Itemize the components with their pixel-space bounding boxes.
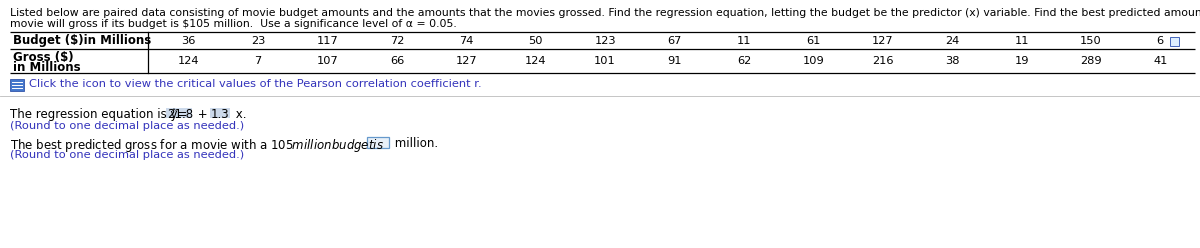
Text: 216: 216	[872, 56, 894, 66]
Text: Listed below are paired data consisting of movie budget amounts and the amounts : Listed below are paired data consisting …	[10, 8, 1200, 18]
Text: 41: 41	[1153, 56, 1168, 66]
Text: 117: 117	[317, 36, 338, 46]
Text: 11: 11	[1014, 36, 1028, 46]
Text: 38: 38	[944, 56, 959, 66]
Text: 11: 11	[737, 36, 751, 46]
Text: 74: 74	[460, 36, 474, 46]
Text: (Round to one decimal place as needed.): (Round to one decimal place as needed.)	[10, 121, 244, 131]
FancyBboxPatch shape	[210, 108, 230, 118]
Text: 72: 72	[390, 36, 404, 46]
Text: Budget ($)in Millions: Budget ($)in Millions	[13, 34, 151, 47]
Text: The regression equation is ŷ=: The regression equation is ŷ=	[10, 108, 191, 121]
Text: 66: 66	[390, 56, 404, 66]
Text: million.: million.	[391, 137, 438, 150]
FancyBboxPatch shape	[166, 108, 192, 118]
Text: 101: 101	[594, 56, 616, 66]
FancyBboxPatch shape	[367, 137, 389, 148]
Text: 36: 36	[181, 36, 196, 46]
Text: movie will gross if its budget is $105 million.  Use a significance level of α =: movie will gross if its budget is $105 m…	[10, 19, 457, 29]
Text: +: +	[194, 108, 211, 121]
Text: 7: 7	[254, 56, 262, 66]
Text: 127: 127	[456, 56, 478, 66]
Text: 150: 150	[1080, 36, 1102, 46]
FancyBboxPatch shape	[10, 79, 24, 91]
Text: 91: 91	[667, 56, 682, 66]
Text: 23: 23	[251, 36, 265, 46]
Text: 123: 123	[594, 36, 616, 46]
Text: 50: 50	[528, 36, 542, 46]
Text: The best predicted gross for a movie with a $105 million budget is $: The best predicted gross for a movie wit…	[10, 137, 384, 154]
Text: 67: 67	[667, 36, 682, 46]
Text: 124: 124	[178, 56, 199, 66]
Text: 61: 61	[806, 36, 821, 46]
Text: 6: 6	[1157, 36, 1164, 46]
Text: 127: 127	[872, 36, 894, 46]
Text: (Round to one decimal place as needed.): (Round to one decimal place as needed.)	[10, 150, 244, 160]
Text: 109: 109	[803, 56, 824, 66]
Text: 62: 62	[737, 56, 751, 66]
Text: 21.8: 21.8	[167, 108, 193, 121]
Text: 24: 24	[944, 36, 959, 46]
Text: Click the icon to view the critical values of the Pearson correlation coefficien: Click the icon to view the critical valu…	[29, 79, 481, 89]
Text: 289: 289	[1080, 56, 1102, 66]
Text: in Millions: in Millions	[13, 61, 80, 74]
Text: 1.3: 1.3	[211, 108, 229, 121]
Text: 19: 19	[1014, 56, 1028, 66]
Text: 107: 107	[317, 56, 338, 66]
Text: Gross ($): Gross ($)	[13, 51, 73, 64]
FancyBboxPatch shape	[1170, 37, 1180, 46]
Text: 124: 124	[524, 56, 546, 66]
Text: x.: x.	[232, 108, 246, 121]
